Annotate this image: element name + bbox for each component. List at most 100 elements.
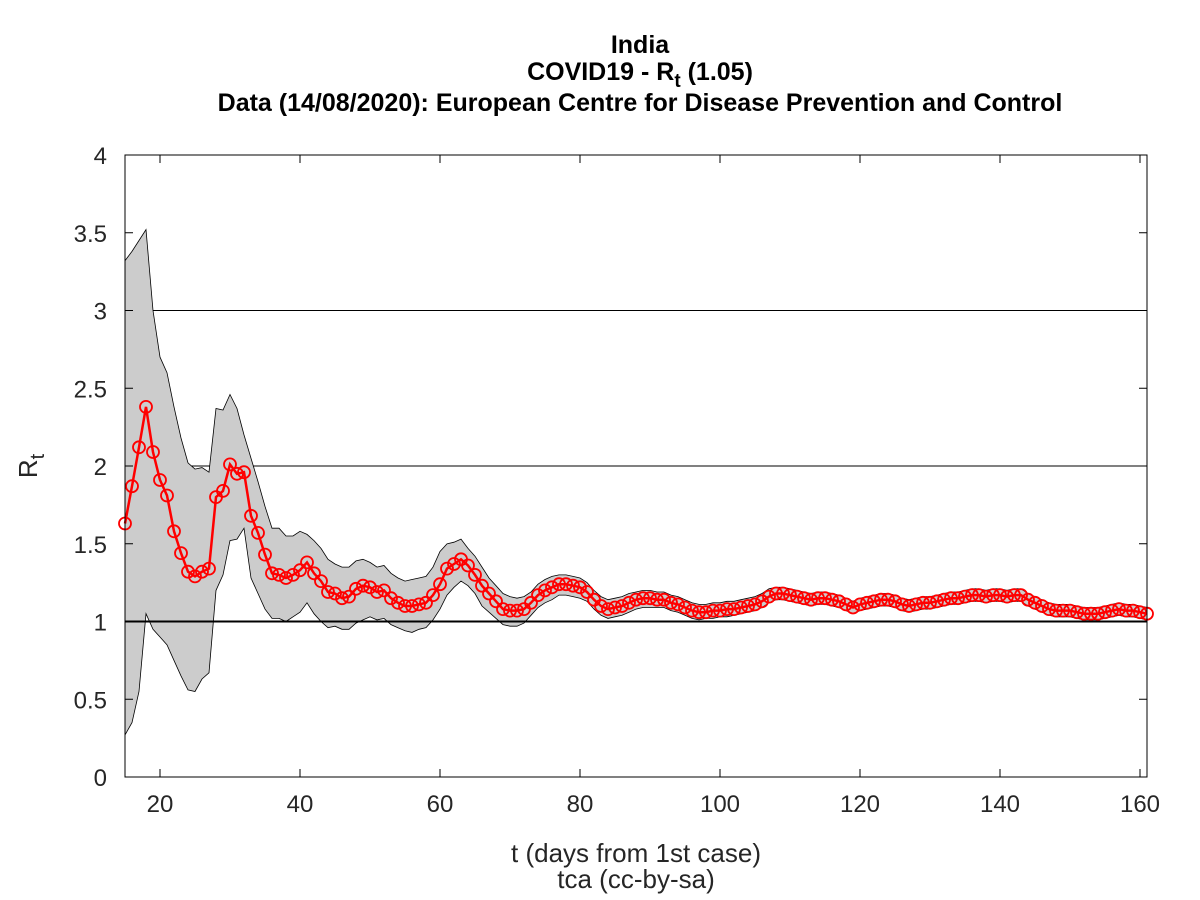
- data-point: [1077, 606, 1091, 621]
- data-point: [433, 577, 447, 592]
- data-point: [419, 595, 433, 610]
- data-point: [657, 592, 671, 607]
- data-point: [1028, 595, 1042, 610]
- data-point: [363, 580, 377, 595]
- data-point: [412, 597, 426, 612]
- data-point: [349, 581, 363, 596]
- data-point: [601, 602, 615, 616]
- data-point: [160, 488, 174, 503]
- data-point: [762, 589, 776, 604]
- y-tick-label: 3.5: [74, 221, 107, 248]
- data-point: [1112, 602, 1126, 616]
- data-point: [748, 597, 762, 612]
- data-point: [251, 526, 265, 540]
- y-tick-label: 2: [94, 454, 107, 481]
- data-point: [188, 569, 202, 584]
- data-point: [559, 577, 573, 592]
- data-point: [664, 595, 678, 610]
- data-point: [594, 599, 608, 613]
- data-point: [790, 589, 804, 604]
- y-tick-label: 4: [94, 143, 107, 170]
- series-layer: [118, 399, 1154, 621]
- data-point: [580, 585, 594, 599]
- data-point: [475, 578, 489, 593]
- data-point: [279, 571, 293, 585]
- data-point: [1007, 588, 1021, 602]
- data-point: [776, 586, 790, 601]
- data-point: [951, 591, 965, 606]
- title-rt-value: (1.05): [681, 58, 753, 86]
- data-point: [237, 465, 251, 480]
- data-point: [909, 597, 923, 612]
- data-point: [1133, 605, 1147, 620]
- x-tick-label: 80: [567, 791, 594, 818]
- data-point: [139, 399, 153, 414]
- data-point: [1084, 606, 1098, 621]
- data-point: [1098, 605, 1112, 620]
- data-point: [755, 594, 769, 609]
- data-point: [818, 591, 832, 606]
- data-point: [503, 603, 517, 618]
- data-point: [860, 595, 874, 610]
- data-point: [293, 563, 307, 578]
- x-axis-label: t (days from 1st case): [511, 838, 761, 868]
- data-point: [1105, 603, 1119, 618]
- data-point: [230, 466, 244, 481]
- y-tick-label: 3: [94, 299, 107, 326]
- data-point: [482, 586, 496, 601]
- data-point: [300, 555, 314, 570]
- data-point: [552, 577, 566, 592]
- data-point: [538, 583, 552, 598]
- data-point: [1014, 588, 1028, 602]
- data-point: [853, 597, 867, 612]
- data-point: [769, 586, 783, 601]
- y-tick-label: 1: [94, 610, 107, 637]
- data-point: [524, 595, 538, 610]
- data-point: [678, 600, 692, 615]
- data-point: [391, 595, 405, 610]
- data-point: [447, 557, 461, 571]
- title-rt-sub: t: [674, 71, 681, 92]
- data-point: [741, 599, 755, 613]
- data-point: [335, 591, 349, 606]
- chart-subtitle: Data (14/08/2020): European Centre for D…: [218, 89, 1063, 117]
- y-tick-label: 0.5: [74, 687, 107, 714]
- data-point: [1056, 603, 1070, 618]
- data-point: [125, 479, 139, 494]
- data-point: [685, 603, 699, 618]
- data-point: [314, 574, 328, 588]
- data-point: [216, 483, 230, 498]
- data-point: [223, 457, 237, 472]
- data-point: [671, 597, 685, 612]
- data-point: [797, 591, 811, 606]
- data-point: [321, 585, 335, 599]
- data-point: [496, 602, 510, 616]
- tick-layer: 20 40 60 80 100 120 140 160 0 0.5 1 1.5 2 2.5 3 3.5 4: [74, 143, 1160, 818]
- data-point: [440, 561, 454, 576]
- data-point: [153, 473, 167, 487]
- data-point: [181, 564, 195, 579]
- data-point: [923, 595, 937, 610]
- data-point: [328, 586, 342, 601]
- data-point: [713, 603, 727, 618]
- x-tick-label: 40: [287, 791, 314, 818]
- data-point: [1063, 603, 1077, 618]
- data-point: [398, 599, 412, 613]
- data-point: [622, 595, 636, 610]
- data-point: [650, 592, 664, 607]
- credit-label: tca (cc-by-sa): [557, 864, 714, 894]
- data-point: [615, 599, 629, 613]
- data-point: [1021, 592, 1035, 607]
- data-point: [643, 591, 657, 606]
- x-tick-label: 100: [700, 791, 740, 818]
- data-point: [958, 589, 972, 604]
- data-point: [783, 588, 797, 602]
- data-point: [342, 589, 356, 604]
- data-point: [895, 597, 909, 612]
- data-point: [286, 568, 300, 582]
- data-point: [566, 578, 580, 593]
- data-point: [377, 583, 391, 598]
- data-point: [629, 592, 643, 607]
